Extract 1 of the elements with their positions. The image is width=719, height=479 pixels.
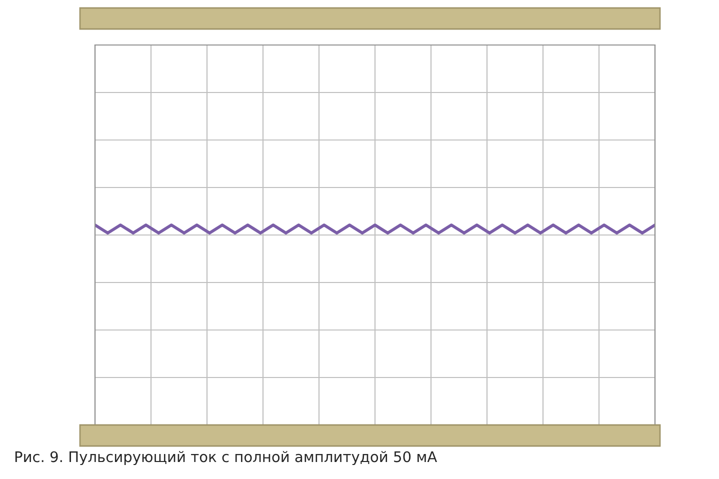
text: Рис. 9. Пульсирующий ток с полной амплитудой 50 мА (15, 451, 438, 466)
